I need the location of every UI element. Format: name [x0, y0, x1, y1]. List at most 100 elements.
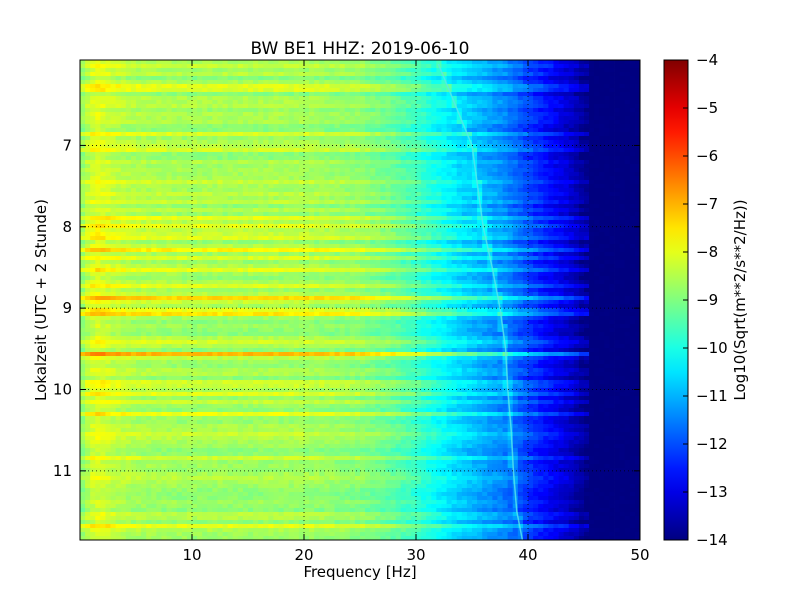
- heatmap-cell: [436, 144, 442, 149]
- heatmap-cell: [410, 144, 417, 149]
- heatmap-cell: [146, 112, 152, 117]
- heatmap-cell: [273, 76, 279, 81]
- heatmap-cell: [192, 160, 198, 165]
- heatmap-cell: [375, 128, 381, 133]
- heatmap-cell: [517, 232, 524, 237]
- heatmap-cell: [222, 196, 229, 201]
- heatmap-cell: [487, 100, 493, 105]
- heatmap-cell: [365, 104, 371, 109]
- heatmap-cell: [298, 156, 305, 161]
- heatmap-cell: [568, 68, 575, 73]
- heatmap-cell: [456, 164, 463, 169]
- heatmap-cell: [543, 124, 549, 129]
- heatmap-cell: [293, 224, 300, 229]
- heatmap-cell: [268, 152, 274, 157]
- heatmap-cell: [288, 232, 295, 237]
- heatmap-cell: [517, 216, 524, 221]
- heatmap-cell: [242, 120, 249, 125]
- heatmap-cell: [248, 200, 254, 205]
- heatmap-cell: [472, 84, 478, 89]
- heatmap-cell: [629, 92, 636, 97]
- heatmap-cell: [253, 220, 259, 225]
- heatmap-cell: [283, 116, 290, 121]
- heatmap-cell: [227, 196, 234, 201]
- heatmap-cell: [578, 120, 585, 125]
- heatmap-cell: [85, 212, 91, 217]
- heatmap-cell: [553, 208, 559, 213]
- heatmap-cell: [309, 136, 315, 141]
- heatmap-cell: [553, 188, 559, 193]
- heatmap-cell: [568, 160, 575, 165]
- heatmap-cell: [85, 228, 91, 233]
- heatmap-cell: [141, 224, 147, 229]
- heatmap-cell: [563, 144, 570, 149]
- heatmap-cell: [395, 212, 402, 217]
- heatmap-cell: [553, 196, 559, 201]
- heatmap-cell: [599, 124, 605, 129]
- heatmap-cell: [161, 128, 167, 133]
- heatmap-cell: [446, 96, 453, 101]
- heatmap-cell: [263, 92, 269, 97]
- heatmap-cell: [212, 184, 218, 189]
- heatmap-cell: [553, 116, 559, 121]
- heatmap-cell: [584, 188, 590, 193]
- heatmap-cell: [609, 220, 615, 225]
- heatmap-cell: [202, 200, 208, 205]
- heatmap-cell: [222, 228, 229, 233]
- heatmap-cell: [293, 116, 300, 121]
- heatmap-cell: [553, 124, 559, 129]
- heatmap-cell: [120, 108, 127, 113]
- heatmap-cell: [278, 144, 285, 149]
- heatmap-cell: [242, 212, 249, 217]
- heatmap-cell: [502, 116, 509, 121]
- heatmap-cell: [288, 212, 295, 217]
- heatmap-cell: [324, 180, 330, 185]
- heatmap-cell: [227, 100, 234, 105]
- heatmap-cell: [232, 120, 239, 125]
- heatmap-cell: [400, 112, 407, 117]
- heatmap-cell: [568, 216, 575, 221]
- heatmap-cell: [248, 100, 254, 105]
- heatmap-cell: [568, 128, 575, 133]
- heatmap-cell: [207, 116, 213, 121]
- heatmap-cell: [614, 112, 621, 117]
- heatmap-cell: [426, 180, 432, 185]
- heatmap-cell: [120, 112, 127, 117]
- heatmap-cell: [186, 188, 193, 193]
- heatmap-cell: [589, 148, 595, 153]
- heatmap-cell: [558, 208, 565, 213]
- heatmap-cell: [599, 144, 605, 149]
- heatmap-cell: [563, 160, 570, 165]
- heatmap-cell: [533, 180, 539, 185]
- heatmap-cell: [416, 216, 422, 221]
- heatmap-cell: [354, 104, 361, 109]
- heatmap-cell: [594, 64, 600, 69]
- heatmap-cell: [522, 156, 529, 161]
- heatmap-cell: [624, 144, 631, 149]
- heatmap-cell: [334, 156, 341, 161]
- heatmap-cell: [624, 72, 631, 77]
- heatmap-cell: [436, 228, 442, 233]
- heatmap-cell: [298, 68, 305, 73]
- heatmap-cell: [329, 116, 335, 121]
- heatmap-cell: [517, 200, 524, 205]
- heatmap-cell: [80, 60, 86, 65]
- heatmap-cell: [115, 144, 122, 149]
- heatmap-cell: [375, 196, 381, 201]
- heatmap-cell: [421, 224, 427, 229]
- heatmap-cell: [400, 228, 407, 233]
- heatmap-cell: [599, 156, 605, 161]
- heatmap-cell: [115, 100, 122, 105]
- heatmap-cell: [248, 164, 254, 169]
- heatmap-cell: [385, 132, 391, 137]
- heatmap-cell: [446, 188, 453, 193]
- heatmap-cell: [517, 136, 524, 141]
- heatmap-cell: [258, 236, 264, 241]
- heatmap-cell: [385, 164, 391, 169]
- heatmap-cell: [487, 212, 493, 217]
- heatmap-cell: [207, 204, 213, 209]
- spectrogram-heatmap: [80, 60, 641, 541]
- heatmap-cell: [344, 180, 351, 185]
- heatmap-cell: [197, 96, 203, 101]
- heatmap-cell: [314, 136, 320, 141]
